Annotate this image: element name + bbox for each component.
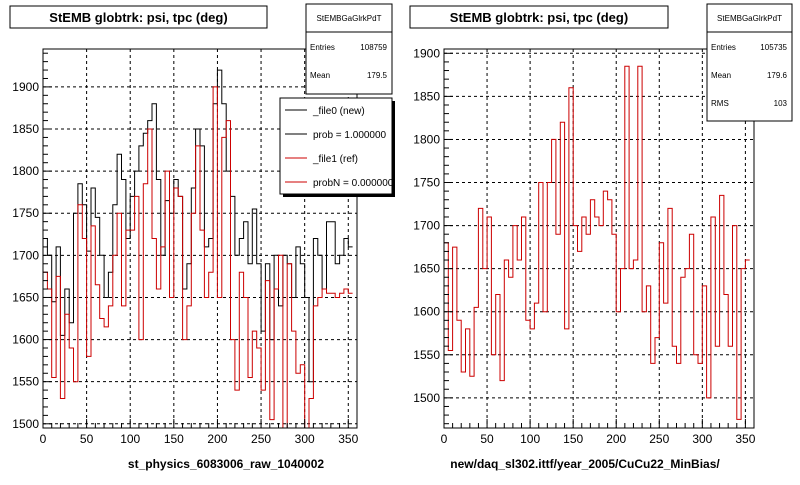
stats-value: 179.6: [767, 71, 788, 80]
y-tick-label: 1850: [12, 122, 39, 136]
stats-value: 103: [774, 99, 788, 108]
panel-2: 0 50 100 150 200 250 300 350 1500 1550 1600 1650 170…: [409, 3, 793, 471]
x-tick-label: 0: [40, 432, 47, 446]
x-tick-label: 100: [120, 432, 140, 446]
y-tick-label: 1500: [12, 417, 39, 431]
panel-1: 0 50 100 150 200 250 300 350 1500 1550 1600 1650 170…: [9, 3, 395, 471]
y-tick-label: 1800: [413, 132, 440, 146]
y-tick-label: 1500: [413, 391, 440, 405]
y-tick-label: 1900: [413, 46, 440, 60]
y-tick-label: 1900: [12, 80, 39, 94]
y-tick-label: 1750: [413, 176, 440, 190]
stats-name: StEMBGaGlrkPdT: [317, 14, 382, 23]
x-tick-label: 0: [441, 432, 448, 446]
legend-entry: probN = 0.000000: [313, 178, 394, 189]
legend-box: [279, 97, 393, 195]
y-tick-label: 1650: [12, 290, 39, 304]
legend: _file0 (new) prob = 1.000000 _file1 (ref) p…: [279, 97, 395, 197]
legend-entry: prob = 1.000000: [313, 130, 387, 141]
stats-value: 179.5: [367, 71, 388, 80]
y-tick-label: 1600: [12, 333, 39, 347]
stats-label: Entries: [310, 43, 335, 52]
y-tick-label: 1750: [12, 206, 39, 220]
x-tick-label: 50: [480, 432, 494, 446]
stats-label: Entries: [711, 43, 736, 52]
stats-box: [305, 3, 393, 95]
chart-title: StEMB globtrk: psi, tpc (deg): [450, 10, 628, 25]
x-tick-label: 100: [520, 432, 540, 446]
y-tick-label: 1850: [413, 89, 440, 103]
x-tick-label: 250: [649, 432, 669, 446]
x-tick-label: 350: [735, 432, 755, 446]
x-tick-label: 150: [164, 432, 184, 446]
legend-entry: _file0 (new): [312, 106, 365, 117]
stats-label: Mean: [310, 71, 330, 80]
y-tick-label: 1700: [12, 248, 39, 262]
series-line-1: [444, 65, 750, 420]
y-tick-label: 1800: [12, 164, 39, 178]
x-tick-label: 50: [80, 432, 94, 446]
x-tick-label: 200: [207, 432, 227, 446]
stats-value: 105735: [760, 43, 787, 52]
x-tick-label: 150: [563, 432, 583, 446]
y-tick-label: 1600: [413, 305, 440, 319]
plot-area: [444, 49, 754, 428]
title-box: [409, 5, 669, 29]
legend-entry: _file1 (ref): [312, 154, 358, 165]
y-tick-label: 1700: [413, 219, 440, 233]
x-tick-label: 300: [295, 432, 315, 446]
series-line-2: [43, 86, 353, 428]
y-tick-label: 1650: [413, 262, 440, 276]
chart-title: StEMB globtrk: psi, tpc (deg): [49, 10, 227, 25]
x-axis-label: st_physics_6083006_raw_1040002: [128, 457, 324, 471]
x-axis-label: new/daq_sl302.ittf/year_2005/CuCu22_MinB…: [450, 457, 720, 471]
stats-name: StEMBGaGlrkPdT: [717, 14, 782, 23]
series-line-1: [43, 69, 353, 383]
stats-label: RMS: [711, 99, 729, 108]
x-tick-label: 200: [606, 432, 626, 446]
title-box: [9, 5, 268, 29]
stats-label: Mean: [711, 71, 731, 80]
x-tick-label: 300: [692, 432, 712, 446]
x-tick-label: 250: [251, 432, 271, 446]
stats-box: [706, 3, 793, 122]
y-tick-label: 1550: [413, 348, 440, 362]
stats-value: 108759: [360, 43, 387, 52]
y-tick-label: 1550: [12, 375, 39, 389]
x-tick-label: 350: [338, 432, 358, 446]
